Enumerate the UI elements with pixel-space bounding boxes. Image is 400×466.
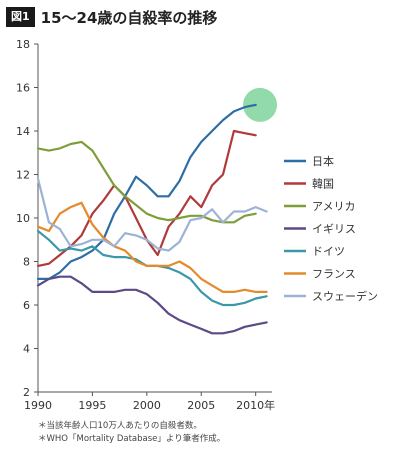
highlight-circle <box>243 87 278 122</box>
series-line <box>36 201 268 293</box>
y-tick-label: 16 <box>16 82 30 95</box>
footnote-1: ＊当該年齢人口10万人あたりの自殺者数。 <box>38 421 202 431</box>
chart-title: 15～24歳の自殺率の推移 <box>40 8 218 27</box>
x-tick-label: 2000 <box>133 399 161 412</box>
legend-label: イギリス <box>312 223 356 236</box>
legend-label: ドイツ <box>312 245 345 258</box>
footnotes: ＊当該年齢人口10万人あたりの自殺者数。 ＊WHO「Mortality Data… <box>38 420 225 446</box>
figure-badge: 図1 <box>6 7 35 27</box>
line-chart: 2 4 6 8 10 12 14 16 18 1990 1995 2000 2005 2010年 日本韓国… <box>16 38 378 412</box>
legend-label: フランス <box>312 268 356 281</box>
x-tick-label: 2005 <box>187 399 215 412</box>
series-line <box>36 103 257 280</box>
y-tick-label: 4 <box>23 343 30 356</box>
y-tick-label: 14 <box>16 125 30 138</box>
series-line <box>36 229 268 307</box>
series-line <box>36 275 268 335</box>
y-tick-label: 12 <box>16 169 30 182</box>
y-tick-label: 6 <box>23 299 30 312</box>
legend-label: アメリカ <box>312 200 355 213</box>
series-lines <box>36 103 268 335</box>
footnote-2: ＊WHO「Mortality Database」より筆者作成。 <box>38 434 226 444</box>
x-tick-label: 1990 <box>24 399 52 412</box>
y-tick-label: 10 <box>16 212 30 225</box>
y-tick-label: 2 <box>23 386 30 399</box>
chart-axes: 2 4 6 8 10 12 14 16 18 1990 1995 2000 2005 2010年 <box>16 38 275 412</box>
x-tick-label: 2010年 <box>236 398 275 412</box>
legend-label: 韓国 <box>312 178 334 191</box>
y-tick-label: 18 <box>16 38 30 51</box>
legend-label: スウェーデン <box>312 289 378 303</box>
legend-label: 日本 <box>312 154 334 168</box>
x-tick-label: 1995 <box>78 399 106 412</box>
chart-header: 図1 15～24歳の自殺率の推移 <box>6 6 217 28</box>
series-line <box>36 140 257 224</box>
series-line <box>36 177 268 252</box>
y-tick-label: 8 <box>23 256 30 269</box>
highlight-layer <box>243 87 278 122</box>
